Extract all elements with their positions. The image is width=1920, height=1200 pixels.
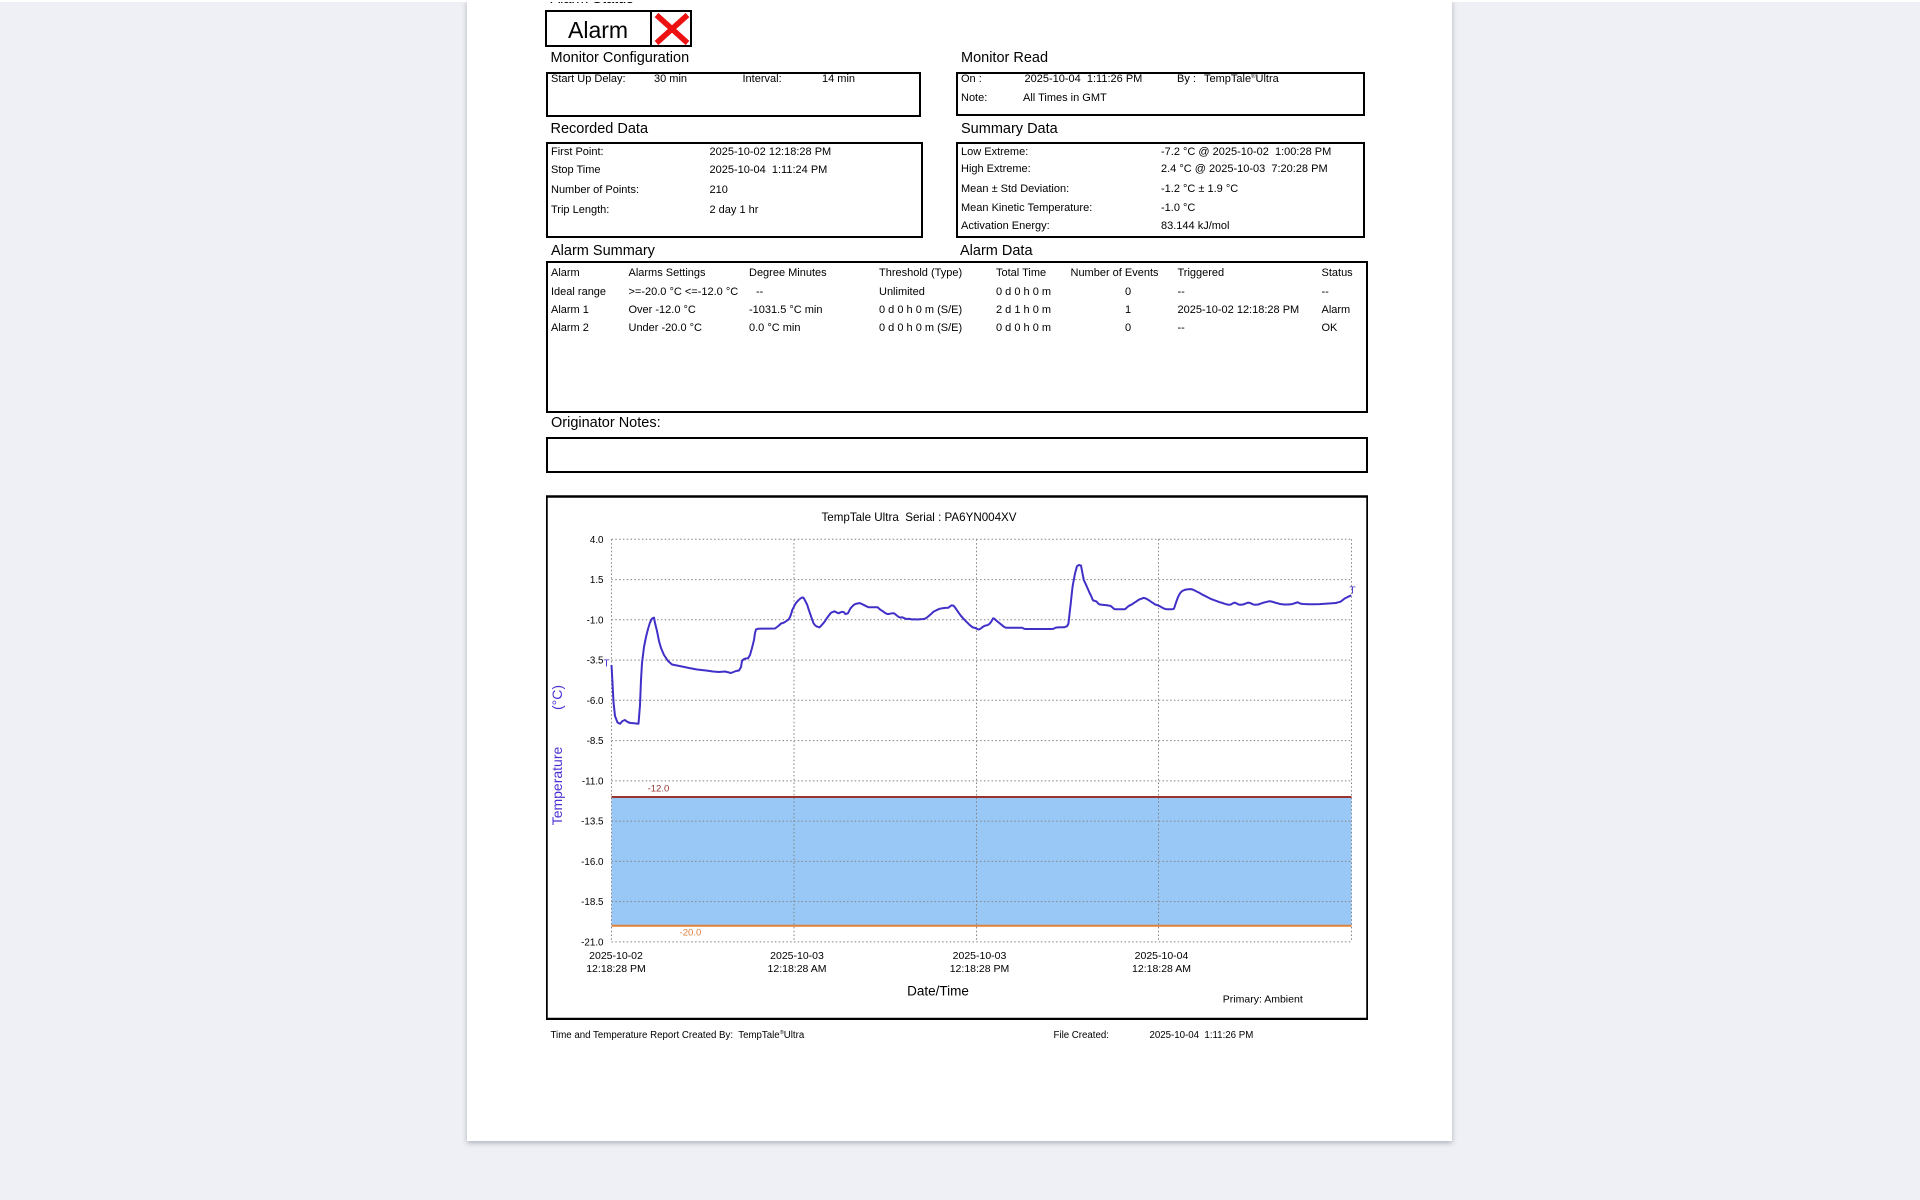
svg-text:-6.0: -6.0 [587,696,604,707]
svg-text:2025-10-03: 2025-10-03 [770,950,824,962]
svg-text:T: T [603,659,609,670]
svg-text:-16.0: -16.0 [581,857,604,868]
svg-text:Primary: Ambient: Primary: Ambient [1223,994,1303,1006]
svg-text:-18.5: -18.5 [581,897,604,908]
svg-text:-12.0: -12.0 [648,784,670,795]
svg-text:(°C): (°C) [549,685,565,710]
svg-text:-21.0: -21.0 [581,937,604,948]
svg-text:-8.5: -8.5 [587,736,604,747]
svg-text:Date/Time: Date/Time [907,984,969,999]
svg-text:2025-10-02: 2025-10-02 [589,950,643,962]
svg-text:12:18:28 PM: 12:18:28 PM [586,963,646,975]
svg-text:4.0: 4.0 [590,535,604,546]
svg-text:2025-10-03: 2025-10-03 [953,950,1007,962]
svg-text:2025-10-04: 2025-10-04 [1135,950,1189,962]
svg-text:12:18:28 AM: 12:18:28 AM [768,963,827,975]
svg-text:12:18:28 AM: 12:18:28 AM [1132,963,1191,975]
svg-text:-11.0: -11.0 [582,776,604,787]
svg-text:Temperature: Temperature [549,746,565,825]
svg-text:1.5: 1.5 [590,575,604,586]
svg-text:-3.5: -3.5 [587,656,604,667]
svg-text:-13.5: -13.5 [581,817,604,828]
svg-text:TempTale Ultra Serial : PA6YN: TempTale Ultra Serial : PA6YN004XV [821,511,1016,524]
svg-text:T: T [1349,586,1355,597]
svg-text:12:18:28 PM: 12:18:28 PM [950,963,1010,975]
svg-text:-1.0: -1.0 [587,615,604,626]
svg-text:-20.0: -20.0 [680,928,702,939]
